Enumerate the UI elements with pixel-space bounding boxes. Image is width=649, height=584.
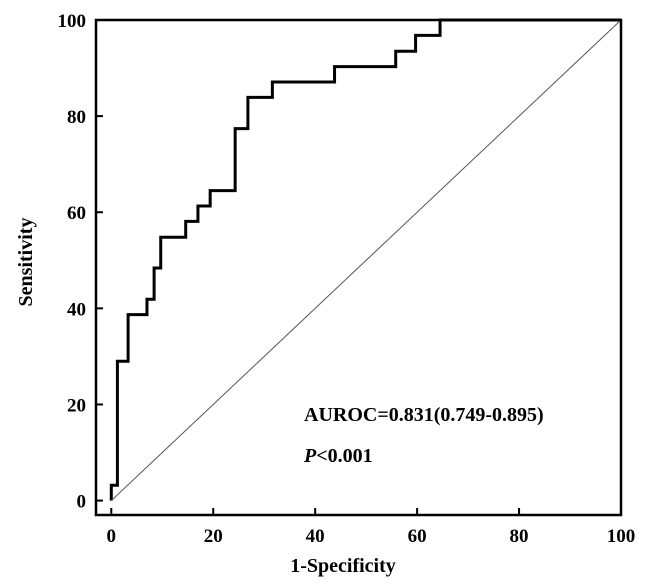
x-tick-label: 0 bbox=[107, 526, 117, 547]
x-tick-label: 80 bbox=[510, 526, 529, 547]
y-tick-label: 100 bbox=[58, 11, 87, 32]
y-tick-label: 40 bbox=[67, 299, 86, 320]
x-tick-label: 60 bbox=[408, 526, 427, 547]
y-axis-title: Sensitivity bbox=[15, 218, 37, 307]
reference-diagonal-line bbox=[110, 19, 622, 501]
y-tick-label: 20 bbox=[67, 395, 86, 416]
series-layer bbox=[109, 18, 622, 501]
x-tick-label: 40 bbox=[306, 526, 325, 547]
roc-curve-line bbox=[109, 18, 621, 501]
y-tick-label: 0 bbox=[77, 492, 87, 513]
p-value-letter: P bbox=[303, 445, 317, 467]
p-value-text: <0.001 bbox=[316, 445, 372, 467]
x-tick-label: 20 bbox=[204, 526, 223, 547]
p-value-annotation: P<0.001 bbox=[303, 445, 373, 467]
auroc-annotation: AUROC=0.831(0.749-0.895) bbox=[304, 404, 544, 426]
y-tick-label: 60 bbox=[67, 203, 86, 224]
x-tick-label: 100 bbox=[607, 526, 636, 547]
y-tick-label: 80 bbox=[67, 107, 86, 128]
plot-frame bbox=[94, 18, 623, 517]
x-axis-title: 1-Specificity bbox=[290, 555, 396, 577]
x-axis-ticks: 0 20 40 60 80 100 bbox=[107, 508, 636, 547]
